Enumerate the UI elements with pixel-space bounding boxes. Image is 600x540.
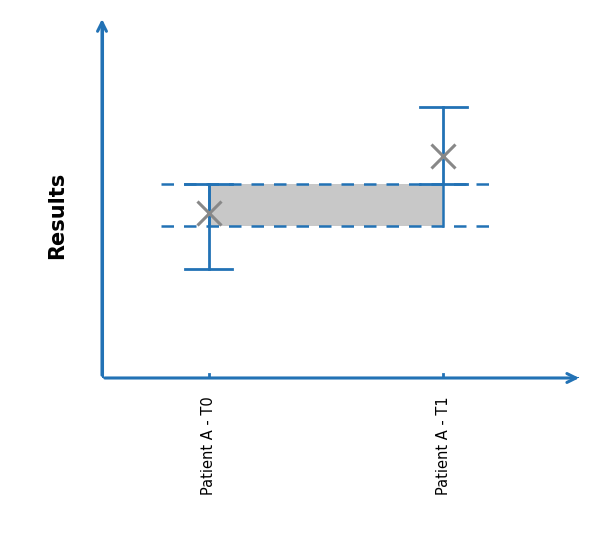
Text: Results: Results <box>47 172 67 259</box>
Text: Patient A - T0: Patient A - T0 <box>201 396 216 495</box>
Text: Patient A - T1: Patient A - T1 <box>436 396 451 495</box>
Bar <box>209 184 443 226</box>
